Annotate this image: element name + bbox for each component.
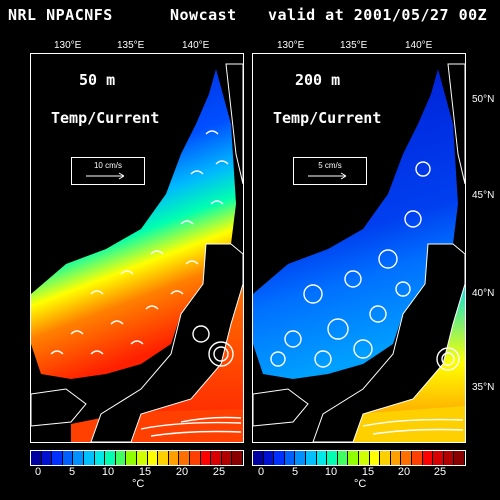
- colorbar-tick-20: 20: [397, 466, 411, 478]
- colorbar-swatch: [179, 451, 190, 465]
- current-vectors-200m: [270, 161, 464, 435]
- korea-landmass: [31, 388, 87, 427]
- colorbar-swatch: [327, 451, 338, 465]
- colorbar-swatch: [126, 451, 137, 465]
- current-vectors-50m: [50, 130, 242, 437]
- colorbar-swatch: [284, 451, 296, 465]
- colorbar-swatch: [411, 451, 423, 465]
- colorbar-swatch: [94, 451, 106, 465]
- sakhalin-landmass: [225, 63, 243, 185]
- lat-tick-50-right: 50°N: [472, 94, 495, 105]
- vector-scale-box: 10 cm/s: [71, 157, 145, 185]
- colorbar-left: [30, 450, 244, 466]
- colorbar-swatch: [189, 451, 201, 465]
- colorbar-swatch: [358, 451, 370, 465]
- lon-tick-140-left: 140°E: [182, 40, 210, 51]
- lon-tick-135-left: 135°E: [117, 40, 145, 51]
- lat-tick-35-right: 35°N: [472, 382, 495, 393]
- scale-arrow-icon: [308, 172, 347, 180]
- colorbar-swatch: [211, 451, 222, 465]
- map-graphic-50m: [31, 63, 243, 442]
- colorbar-tick-15: 15: [138, 466, 152, 478]
- colorbar-swatch: [200, 451, 212, 465]
- colorbar-swatch: [443, 451, 455, 465]
- variable-label: Temp/Current: [51, 109, 160, 127]
- depth-label: 200 m: [295, 71, 341, 89]
- lon-tick-130-left: 130°E: [54, 40, 82, 51]
- colorbar-swatch: [380, 451, 391, 465]
- map-panel-50m: 50 m Temp/Current 10 cm/s: [30, 53, 244, 443]
- scale-arrow-icon: [86, 172, 125, 180]
- colorbar-swatch: [136, 451, 148, 465]
- colorbar-swatch: [295, 451, 306, 465]
- vector-scale-label: 10 cm/s: [93, 161, 122, 170]
- pacific-temp-field: [353, 284, 465, 442]
- colorbar-swatch: [221, 451, 233, 465]
- colorbar-tick-15: 15: [361, 466, 375, 478]
- korea-landmass: [253, 388, 309, 427]
- colorbar-swatch: [390, 451, 402, 465]
- colorbar-swatch: [316, 451, 328, 465]
- colorbar-swatch: [41, 451, 53, 465]
- colorbar-swatch: [348, 451, 359, 465]
- colorbar-swatch: [115, 451, 127, 465]
- source-label: NRL NPACNFS: [8, 6, 113, 24]
- lon-tick-140-right: 140°E: [405, 40, 433, 51]
- colorbar-swatch: [168, 451, 180, 465]
- map-graphic-200m: [253, 63, 465, 442]
- colorbar-swatch: [73, 451, 84, 465]
- colorbar-tick-10: 10: [101, 466, 115, 478]
- colorbar-tick-0: 0: [257, 466, 265, 478]
- colorbar-tick-25: 25: [212, 466, 226, 478]
- colorbar-tick-5: 5: [68, 466, 76, 478]
- depth-label: 50 m: [79, 71, 116, 89]
- valid-time-label: valid at 2001/05/27 00Z: [268, 6, 488, 24]
- pacific-temp-field: [131, 284, 243, 442]
- colorbar-tick-25: 25: [433, 466, 447, 478]
- colorbar-swatch: [263, 451, 275, 465]
- vector-scale-label: 5 cm/s: [318, 161, 342, 170]
- honshu-landmass: [312, 243, 465, 442]
- colorbar-unit-right: °C: [354, 478, 367, 490]
- colorbar-tick-20: 20: [175, 466, 189, 478]
- colorbar-swatch: [337, 451, 349, 465]
- colorbar-swatch: [232, 451, 243, 465]
- colorbar-swatch: [158, 451, 169, 465]
- colorbar-swatch: [422, 451, 434, 465]
- colorbar-swatch: [62, 451, 74, 465]
- colorbar-swatch: [401, 451, 412, 465]
- colorbar-swatch: [147, 451, 159, 465]
- colorbar-swatch: [454, 451, 465, 465]
- colorbar-tick-0: 0: [34, 466, 42, 478]
- lat-tick-45-right: 45°N: [472, 190, 495, 201]
- colorbar-swatch: [83, 451, 95, 465]
- colorbar-swatch: [433, 451, 444, 465]
- japan-sea-temp-field: [31, 69, 236, 379]
- sakhalin-landmass: [447, 63, 465, 185]
- colorbar-swatch: [369, 451, 381, 465]
- japan-sea-temp-field: [253, 69, 458, 379]
- colorbar-swatch: [52, 451, 63, 465]
- colorbar-tick-10: 10: [324, 466, 338, 478]
- honshu-landmass: [90, 243, 243, 442]
- colorbar-swatch: [305, 451, 317, 465]
- colorbar-swatch: [274, 451, 285, 465]
- colorbar-swatch: [31, 451, 42, 465]
- product-label: Nowcast: [170, 6, 237, 24]
- colorbar-swatch: [105, 451, 116, 465]
- map-panel-200m: 200 m Temp/Current 5 cm/s: [252, 53, 466, 443]
- vector-scale-box: 5 cm/s: [293, 157, 367, 185]
- colorbar-tick-5: 5: [291, 466, 299, 478]
- colorbar-right: [252, 450, 466, 466]
- variable-label: Temp/Current: [273, 109, 382, 127]
- lat-tick-40-right: 40°N: [472, 288, 495, 299]
- lon-tick-130-right: 130°E: [277, 40, 305, 51]
- lon-tick-135-right: 135°E: [340, 40, 368, 51]
- colorbar-swatch: [253, 451, 264, 465]
- colorbar-unit-left: °C: [132, 478, 145, 490]
